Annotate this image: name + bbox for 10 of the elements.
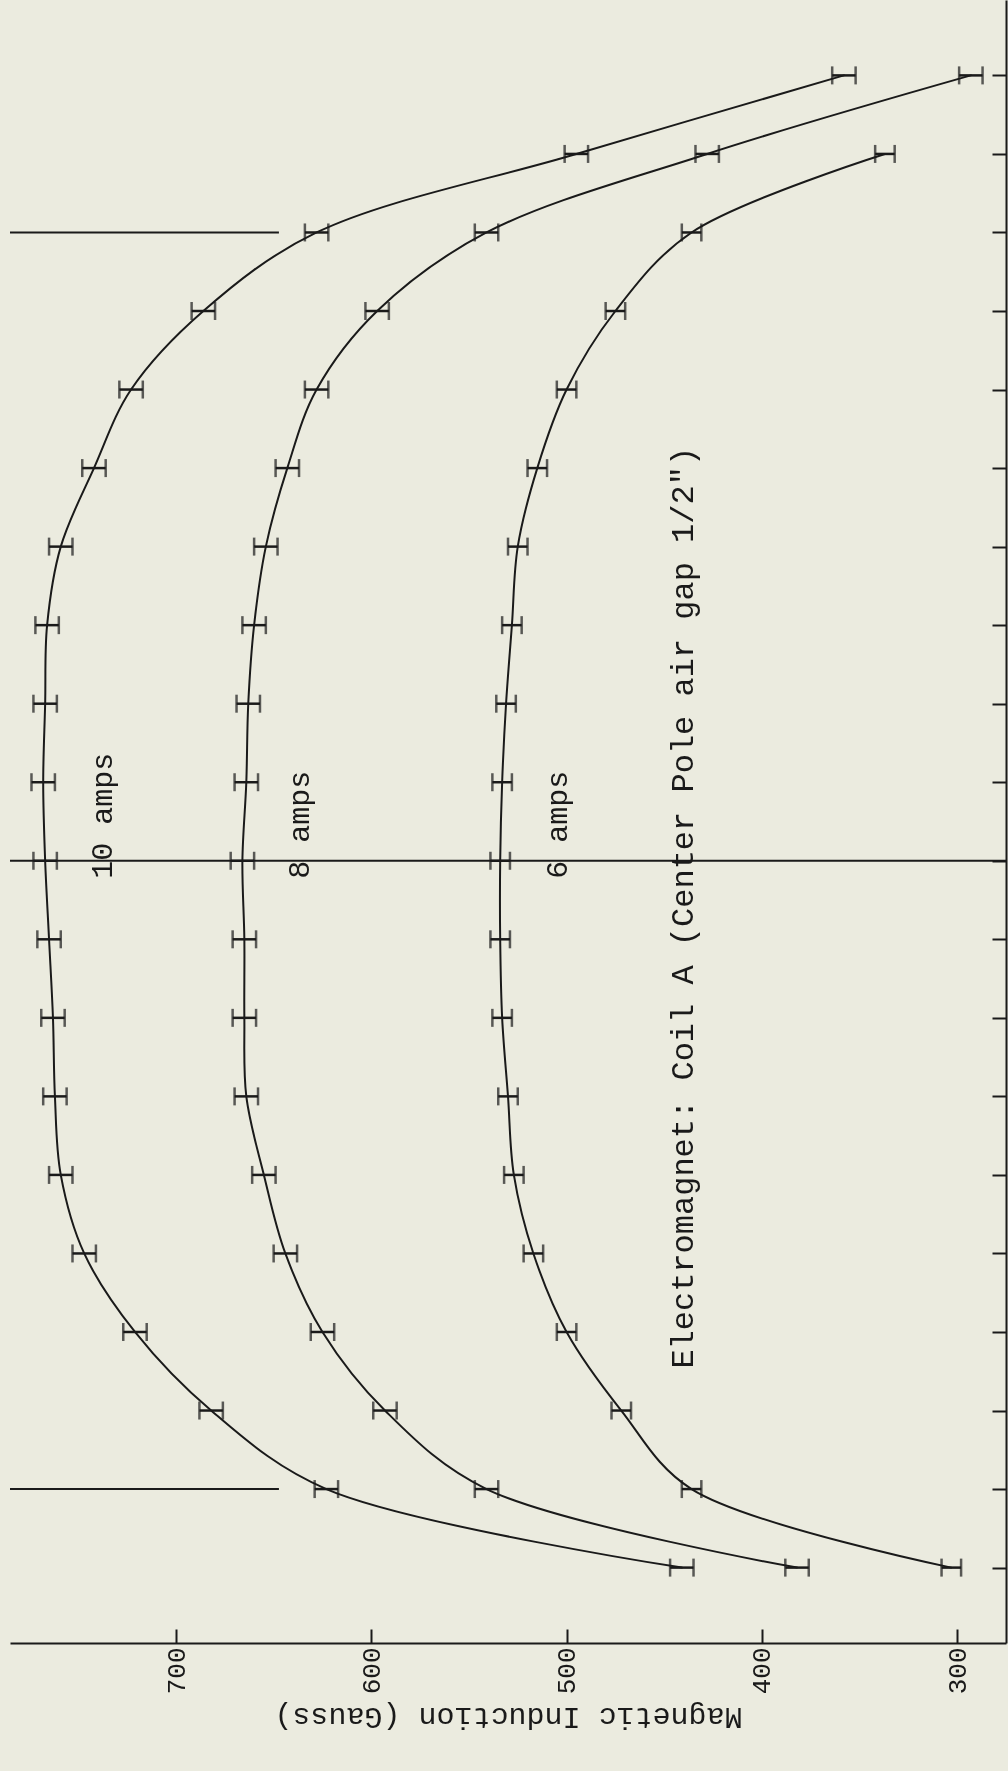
text: 10 amps — [87, 752, 122, 879]
annotation: Electromagnet: Coil A (Center Pole air gap 1/2") — [666, 446, 704, 1369]
text: 6 amps — [542, 770, 577, 879]
x-tick-label: 300 — [943, 1647, 974, 1695]
x-tick-label: 700 — [162, 1647, 193, 1695]
x-tick-label: 400 — [748, 1647, 779, 1695]
x-tick-label: 600 — [357, 1647, 388, 1695]
x-axis-title: Magnetic Induction (Gauss) — [274, 1699, 743, 1734]
x-tick-label: 500 — [553, 1647, 584, 1695]
text: 8 amps — [284, 770, 319, 879]
